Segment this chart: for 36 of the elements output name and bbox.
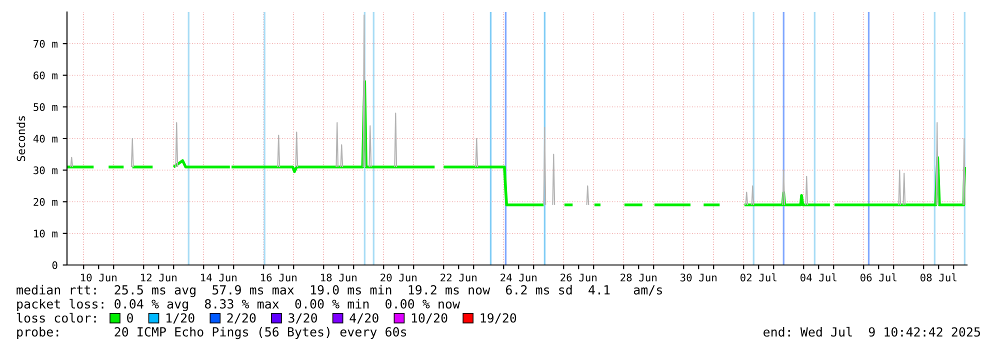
legend-label: 4/20 [350,313,378,324]
legend-label: 19/20 [480,313,516,324]
x-tick-label: 26 Jun [560,274,597,282]
y-tick-label: 70 m [34,40,58,48]
legend-title: loss color: [16,312,96,323]
x-tick-label: 12 Jun [141,274,177,282]
y-axis-title: Seconds [16,116,26,162]
legend-label: 1/20 [166,313,194,324]
y-tick-label: 20 m [34,198,58,206]
x-tick-label: 18 Jun [321,274,357,282]
x-tick-label: 20 Jun [380,274,417,282]
legend-label: 3/20 [288,313,318,324]
text: packet loss: 0.04 % avg 8.33 % max 0.00 % min 0.00 % now [17,298,460,312]
text: median rtt: 25.5 ms avg 57.9 ms max 19.0 ms min 19.2 ms now 6.2 ms sd 4.1 am/s [16,284,662,298]
text: end: Wed Jul 9 10:42:42 2025 [764,326,980,337]
text: probe: 20 ICMP Echo Pings (56 Bytes) every 60s [17,326,406,340]
legend-label: 10/20 [412,313,448,324]
y-tick-label: 60 m [34,72,58,80]
x-tick-label: 24 Jun [500,274,537,282]
x-tick-label: 04 Jul [800,273,836,282]
x-tick-label: 10 Jun [81,274,117,282]
legend-label: 2/20 [227,313,256,324]
y-tick-label: 40 m [33,134,58,143]
y-tick-label: 0 [52,261,58,270]
legend-label: 0 [127,313,133,323]
y-tick-label: 30 m [34,166,58,174]
x-tick-label: 06 Jul [860,273,896,282]
x-tick-label: 14 Jun [201,274,237,282]
x-tick-label: 30 Jun [680,274,717,282]
x-tick-label: 16 Jun [261,274,297,282]
x-tick-label: 22 Jun [440,274,477,282]
x-tick-label: 02 Jul [740,273,776,282]
x-tick-label: 28 Jun [620,274,657,282]
x-tick-label: 08 Jul [920,273,956,282]
y-tick-label: 10 m [34,230,58,238]
y-tick-label: 50 m [34,103,58,112]
